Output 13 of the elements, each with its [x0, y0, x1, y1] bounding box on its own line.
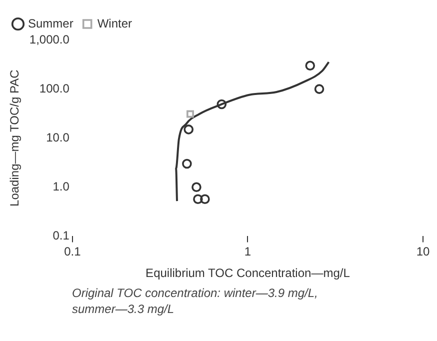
y-tick-label: 0.1 — [52, 228, 70, 243]
y-axis-title: Loading—mg TOC/g PAC — [8, 69, 22, 206]
y-tick-label: 10.0 — [46, 130, 70, 144]
text: Original TOC concentration: winter—3.9 mg/L, summer—3.3 mg/L — [72, 285, 319, 317]
x-tick-label: 10 — [416, 244, 430, 259]
x-axis-title: Equilibrium TOC Concentration—mg/L — [146, 266, 350, 280]
legend-label: Winter — [97, 16, 132, 30]
y-tick-label: 100.0 — [39, 81, 70, 96]
legend-label: Summer — [28, 16, 74, 30]
x-tick-label: 0.1 — [64, 244, 82, 259]
y-tick-label: 1.0 — [52, 179, 70, 194]
x-tick-label: 1 — [244, 244, 252, 259]
y-tick-label: 1,000.0 — [29, 32, 70, 46]
